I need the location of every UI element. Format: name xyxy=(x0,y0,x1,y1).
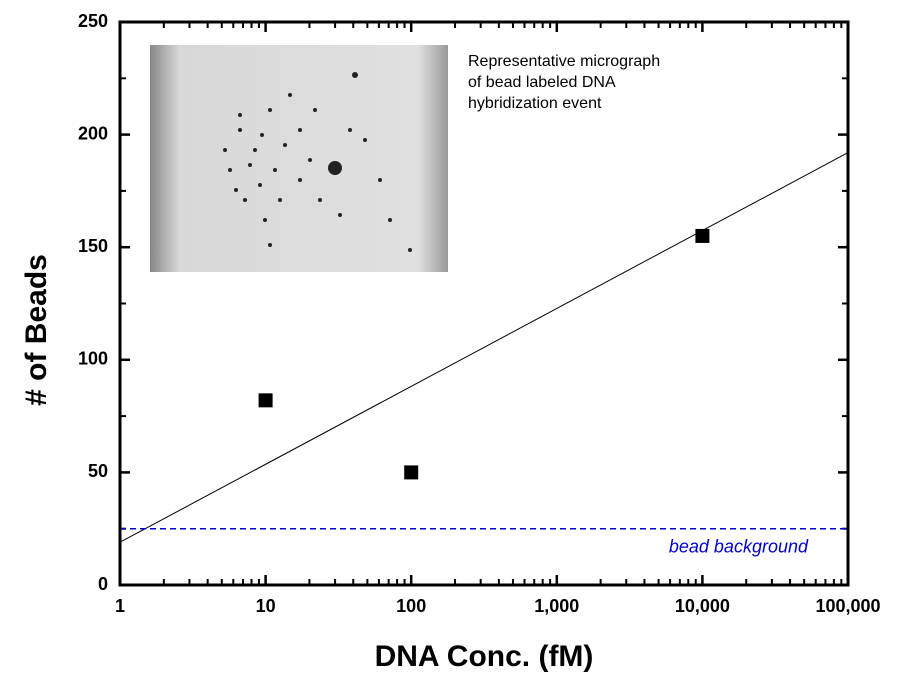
y-tick-label: 200 xyxy=(78,123,108,143)
annotation: Representative micrograph xyxy=(468,53,660,70)
annotation: of bead labeled DNA xyxy=(468,74,616,91)
x-tick-label: 1 xyxy=(115,596,125,616)
y-axis-title: # of Beads xyxy=(20,254,53,406)
y-tick-label: 100 xyxy=(78,349,108,369)
x-tick-label: 1,000 xyxy=(534,596,579,616)
y-tick-label: 250 xyxy=(78,11,108,31)
data-point xyxy=(404,465,419,480)
x-tick-label: 100,000 xyxy=(815,596,880,616)
y-tick-label: 0 xyxy=(98,574,108,594)
x-tick-label: 10,000 xyxy=(675,596,730,616)
annotation: hybridization event xyxy=(468,95,602,112)
x-axis-title: DNA Conc. (fM) xyxy=(375,640,594,673)
y-tick-label: 150 xyxy=(78,236,108,256)
x-tick-label: 100 xyxy=(396,596,426,616)
micrograph-inset xyxy=(150,45,448,272)
data-point xyxy=(258,393,273,408)
x-tick-label: 10 xyxy=(256,596,276,616)
plot-frame xyxy=(118,20,850,587)
y-tick-label: 50 xyxy=(88,461,108,481)
fit-line xyxy=(119,152,849,543)
line-label: bead background xyxy=(669,536,809,556)
